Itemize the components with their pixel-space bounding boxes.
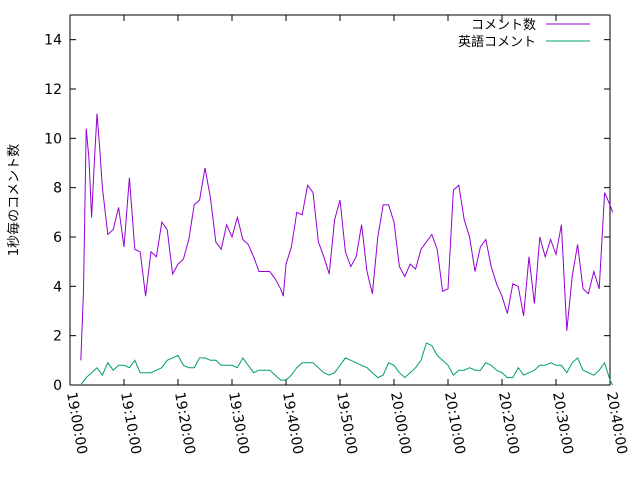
- y-tick-label: 14: [44, 33, 62, 49]
- x-tick-label: 19:00:00: [63, 391, 90, 456]
- legend-label: 英語コメント: [458, 34, 536, 50]
- y-axis: 0 2 4 6 8 10 12 14: [44, 33, 610, 394]
- y-axis-title: 1秒毎のコメント数: [6, 144, 22, 256]
- x-tick-label: 19:30:00: [225, 391, 252, 456]
- y-tick-label: 12: [44, 82, 62, 98]
- y-tick-label: 0: [53, 378, 62, 394]
- x-tick-label: 20:00:00: [387, 391, 414, 456]
- x-axis: 19:00:00 19:10:00 19:20:00 19:30:00 19:40:00…: [63, 15, 630, 456]
- x-tick-label: 20:20:00: [495, 391, 522, 456]
- x-tick-label: 19:50:00: [333, 391, 360, 456]
- x-tick-label: 19:20:00: [171, 391, 198, 456]
- x-tick-label: 20:40:00: [603, 391, 630, 456]
- legend-label: コメント数: [471, 18, 536, 33]
- series-lines: [80, 113, 614, 386]
- y-tick-label: 6: [53, 230, 62, 246]
- x-tick-label: 20:10:00: [441, 391, 468, 456]
- x-tick-label: 20:30:00: [549, 391, 576, 456]
- x-tick-label: 19:40:00: [279, 391, 306, 456]
- series-line-1: [80, 113, 614, 361]
- y-tick-label: 8: [53, 181, 62, 197]
- y-tick-label: 4: [53, 279, 62, 295]
- x-tick-label: 19:10:00: [117, 391, 144, 456]
- series-line-2: [80, 342, 614, 386]
- y-tick-label: 2: [53, 329, 62, 345]
- y-tick-label: 10: [44, 131, 62, 147]
